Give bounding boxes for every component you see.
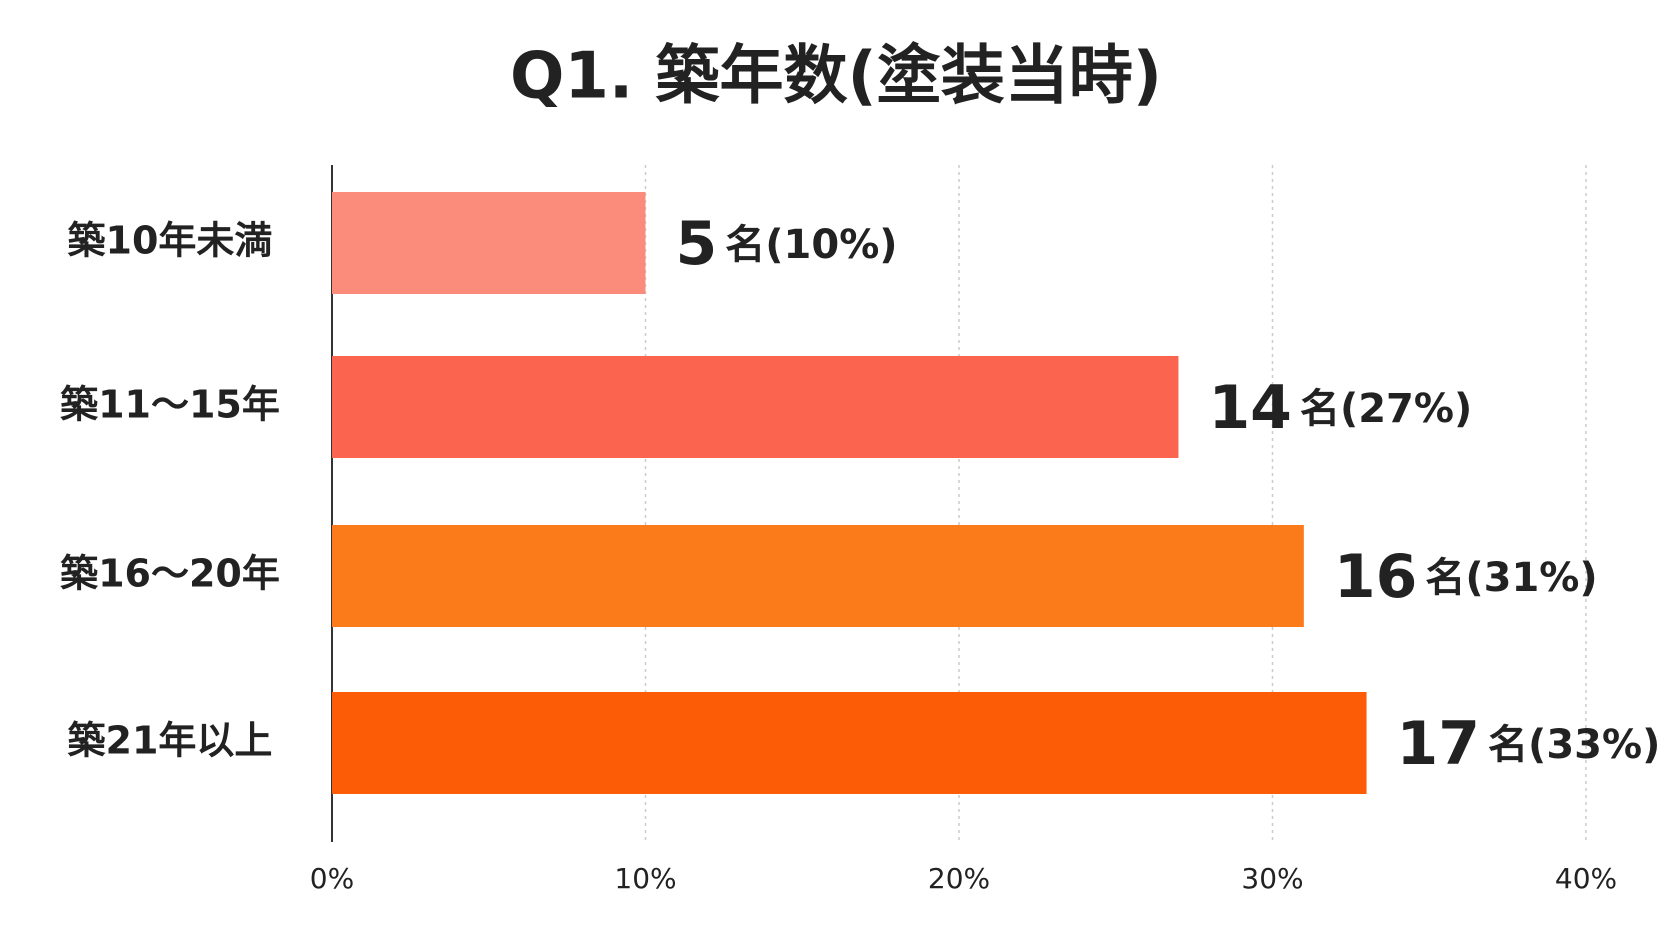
percent-label: (27%) (1340, 386, 1472, 432)
percent-label: (10%) (765, 222, 897, 268)
value-label: 14 名(27%) (1208, 373, 1472, 443)
x-tick-label: 40% (1555, 862, 1617, 895)
count: 14 (1208, 373, 1292, 443)
y-tick-label: 築11〜15年 (60, 383, 280, 427)
percent-label: (31%) (1465, 555, 1597, 601)
x-tick-label: 30% (1241, 862, 1303, 895)
count-unit: 名 (725, 222, 765, 268)
count: 17 (1397, 709, 1481, 779)
count-unit: 名 (1488, 722, 1528, 768)
x-tick-label: 10% (614, 862, 676, 895)
count: 16 (1334, 542, 1418, 612)
bar (332, 192, 646, 294)
x-tick-label: 0% (310, 862, 354, 895)
percent-label: (33%) (1528, 722, 1660, 768)
count: 5 (676, 209, 718, 279)
bar (332, 692, 1367, 794)
bar (332, 356, 1179, 458)
value-label: 17 名(33%) (1397, 709, 1661, 779)
y-tick-label: 築10年未満 (68, 219, 273, 263)
y-tick-label: 築16〜20年 (60, 552, 280, 596)
x-tick-label: 20% (928, 862, 990, 895)
chart-title: Q1. 築年数(塗装当時) (510, 40, 1162, 114)
count-unit: 名 (1300, 386, 1340, 432)
y-tick-label: 築21年以上 (68, 719, 273, 763)
value-label: 5 名(10%) (676, 209, 898, 279)
value-label: 16 名(31%) (1334, 542, 1598, 612)
count-unit: 名 (1425, 555, 1465, 601)
bar (332, 525, 1304, 627)
